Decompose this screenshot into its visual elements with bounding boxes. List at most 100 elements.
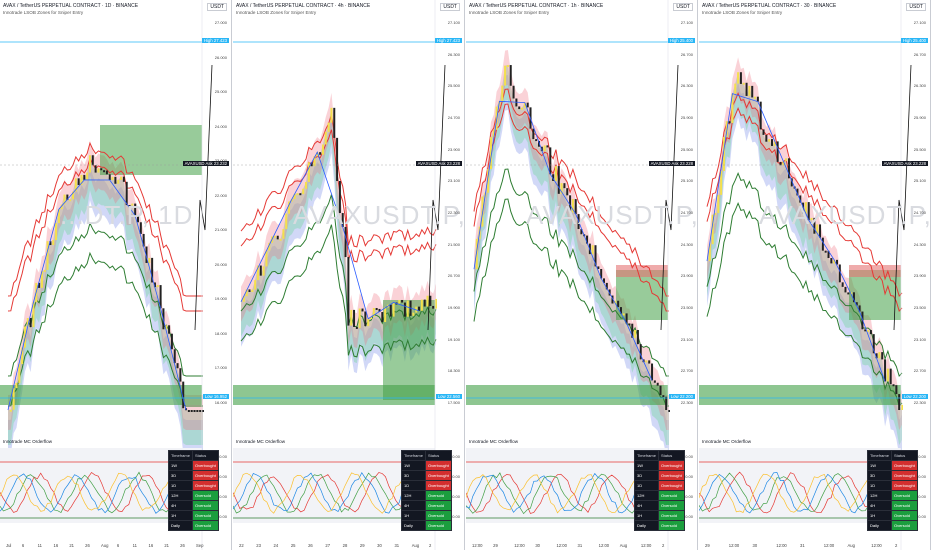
candle [563,183,566,189]
timeframe-cell: 1W [401,460,426,471]
candle [372,307,375,318]
y-tick-label: 25.500 [447,83,460,89]
candle [518,106,521,110]
x-tick-label: 12:00 [640,543,652,548]
currency-badge[interactable]: USDT [673,3,693,11]
candle [128,205,131,208]
candle [475,238,478,270]
symbol-watermark: AVAXUSDT.P, 4h [293,200,465,230]
candle [9,409,12,412]
candle [512,85,515,99]
candle [63,194,66,205]
candle [875,353,878,359]
table-row: 3D Overbought [168,470,219,481]
candle [773,141,776,146]
osc-tick-label: 40.00 [682,494,693,499]
candle [622,313,625,316]
demand-zone [849,270,901,320]
osc-line-2 [0,471,201,514]
candle [543,145,546,152]
candle [313,156,316,167]
candle [381,312,384,323]
candle [731,93,734,123]
zigzag-line [473,100,653,381]
x-tick-label: 12:00 [871,543,882,548]
chart-panel-3[interactable]: AVAX / TetherUS PERPETUAL CONTRACT · 1h … [466,0,698,550]
candle [659,385,662,396]
candle [168,325,171,334]
currency-badge[interactable]: USDT [440,3,460,11]
candle [38,282,41,288]
chart-panel-2[interactable]: AVAX / TetherUS PERPETUAL CONTRACT · 4h … [233,0,465,550]
x-tick-label: 26 [308,543,313,548]
timeframe-cell: 1H [867,510,892,521]
high-price-label: High 27.423 [201,38,229,43]
candle [108,174,111,180]
table-row: 4H Oversold [634,500,685,511]
candle [333,107,336,138]
y-tick-label: 26.300 [913,83,926,89]
y-tick-label: 25.900 [680,115,693,120]
candle [841,282,844,287]
candle [886,368,889,382]
currency-badge[interactable]: USDT [207,3,227,11]
candle [737,72,740,84]
timeframe-cell: 1W [867,460,892,471]
candle [321,144,324,155]
supply-zone [616,265,668,277]
y-tick-label: 21.500 [447,241,460,247]
candle [807,202,810,221]
y-tick-label: 17.000 [214,365,227,371]
y-tick-label: 21.000 [214,227,227,233]
candle [49,241,52,246]
x-tick-label: 30 [377,543,382,548]
osc-line-4 [233,472,434,514]
candle [586,235,589,244]
candle [341,213,344,227]
table-header: Timeframe [634,450,659,461]
candle [656,382,659,386]
x-tick-label: 25 [290,543,296,548]
chart-panel-1[interactable]: AVAX / TetherUS PERPETUAL CONTRACT · 1D … [0,0,232,550]
status-cell: Oversold [657,490,685,501]
status-cell: Oversold [890,520,918,531]
y-tick-label: 18.300 [447,368,460,374]
candle [867,330,870,333]
candle [80,174,83,185]
x-tick-label: 12:00 [472,543,483,548]
candle [611,295,614,304]
osc-line-1 [699,471,899,514]
y-tick-label: 26.300 [447,51,460,57]
x-tick-label: 28 [342,543,348,548]
ema-line-3 [473,168,669,377]
currency-badge[interactable]: USDT [906,3,926,11]
ema-line-1 [7,141,203,297]
ask-price-label: AVAXUSD Ask 23.228 [881,161,928,166]
candle [94,165,97,173]
y-tick-label: 24.700 [447,115,460,120]
candle [122,176,125,182]
candle [714,212,717,215]
osc-line-2 [466,472,667,515]
candle [134,203,137,216]
candle [190,410,193,412]
candle [844,286,847,293]
oscillator-title: Innotrade MC Orderflow [236,439,286,444]
candle [594,245,597,267]
candle [347,257,350,326]
status-cell: Overbought [657,470,685,481]
y-tick-label: 23.900 [447,146,460,152]
chart-panel-4[interactable]: AVAX / TetherUS PERPETUAL CONTRACT · 30 … [699,0,931,550]
support-zone [466,385,668,405]
timeframe-cell: 4H [401,500,426,511]
candle [901,404,903,410]
table-row: 1H Oversold [168,510,219,521]
table-header: Status [657,450,685,461]
osc-line-4 [699,473,900,513]
candle [540,146,543,152]
demand-zone [100,125,202,175]
y-tick-label: 23.500 [680,305,693,310]
high-price-label: High 27.423 [434,38,462,43]
candle [580,229,583,235]
candle [708,244,711,262]
